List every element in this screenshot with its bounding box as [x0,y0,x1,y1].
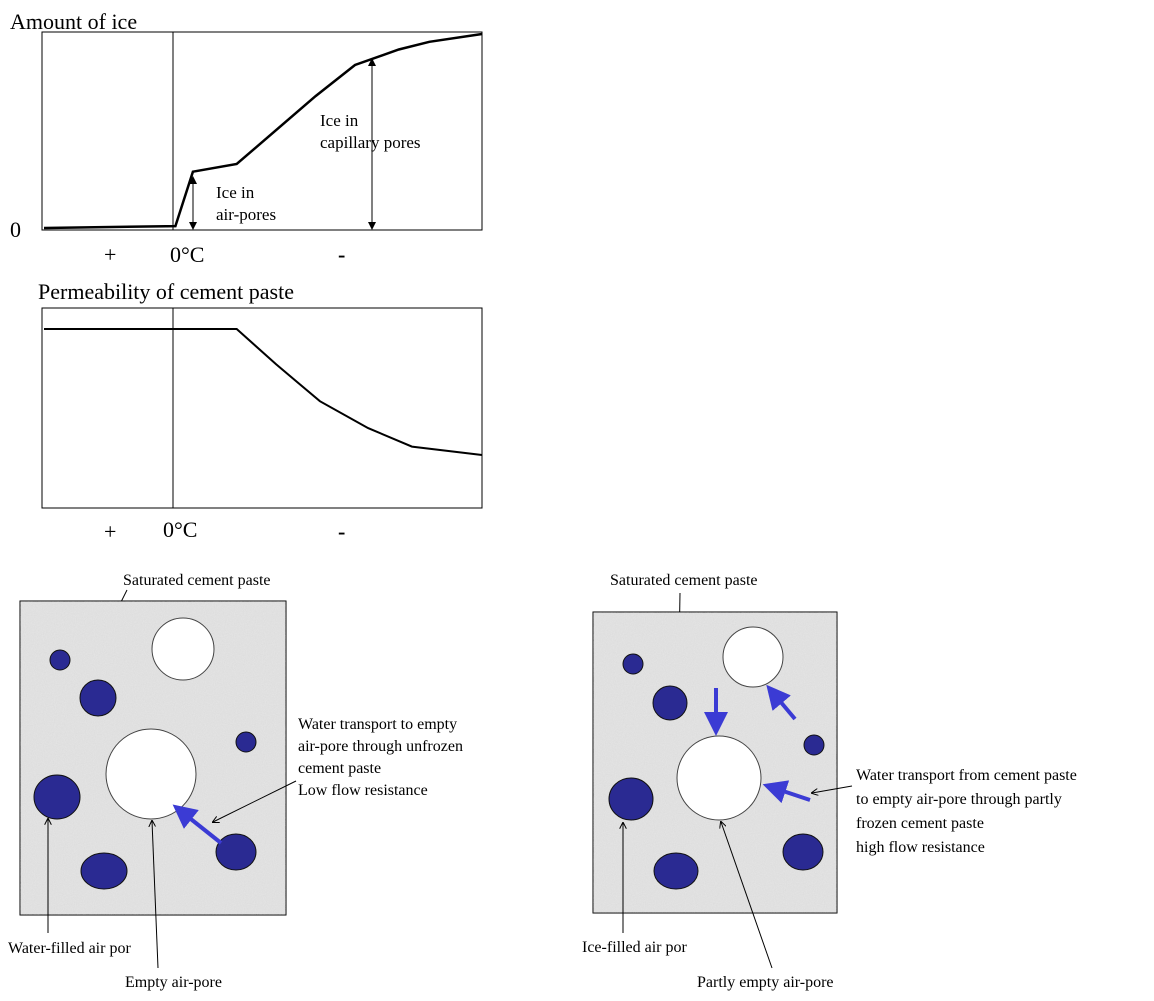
right-top-label: Saturated cement paste [610,572,758,589]
permeability-chart: Permeability of cement paste + 0°C - [38,279,483,544]
air-pore-ice-note-1: Ice in [216,183,255,202]
perm-chart-frame [41,307,483,509]
ice-x-minus: - [338,242,345,267]
right-right-label-1: Water transport from cement paste [856,767,1077,784]
perm-x-minus: - [338,519,345,544]
empty-air-pore-large [105,728,197,820]
left-bottom-left-label: Water-filled air por [8,940,131,957]
ice-filled-pore [653,852,699,890]
partly-empty-air-pore-large [676,735,762,821]
right-right-pointer [812,785,853,793]
partly-empty-air-pore-small [722,626,784,688]
ice-chart-frame [41,31,483,231]
left-right-label-1: Water transport to empty [298,716,457,733]
ice-curve [43,32,483,230]
ice-chart-zero-label: 0 [10,217,21,242]
water-filled-pore [215,833,257,871]
left-right-label-2: air-pore through unfrozen [298,738,463,755]
water-filled-pore [235,731,257,753]
ice-filled-pore [803,734,825,756]
ice-filled-pore [622,653,644,675]
empty-air-pore-small [151,617,215,681]
right-transport-arrow-up [766,684,797,721]
perm-x-plus: + [104,519,116,544]
ice-x-zero: 0°C [170,242,204,267]
left-bottom-label: Empty air-pore [125,974,222,991]
right-right-label-3: frozen cement paste [856,815,984,832]
unfrozen-paste-diagram: Saturated cement paste Water transport t… [8,572,463,991]
left-right-label-4: Low flow resistance [298,782,428,799]
ice-x-plus: + [104,242,116,267]
perm-x-zero: 0°C [163,517,197,542]
water-filled-pore [80,852,128,890]
ice-filled-pore [782,833,824,871]
air-pore-ice-note-2: air-pores [216,205,276,224]
left-water-transport-arrow [172,804,223,845]
right-right-label-4: high flow resistance [856,839,985,856]
left-right-pointer [213,780,297,822]
water-filled-pore [49,649,71,671]
ice-chart-title: Amount of ice [10,9,137,34]
ice-filled-pore [608,777,654,821]
water-filled-pore [79,679,117,717]
right-bottom-label: Partly empty air-pore [697,974,834,991]
water-filled-pore [33,774,81,820]
ice-filled-pore [652,685,688,721]
perm-chart-title: Permeability of cement paste [38,279,294,304]
right-transport-arrow-left [762,780,811,804]
capillary-ice-note-2: capillary pores [320,133,421,152]
permeability-curve [44,328,483,456]
right-bottom-left-label: Ice-filled air por [582,939,688,956]
frozen-paste-diagram: Saturated cement paste Water transport f… [582,572,1077,991]
ice-chart: Amount of ice 0 + 0°C - Ice in air-pores… [10,9,483,267]
right-bottom-pointer [721,822,773,969]
left-bottom-pointer [152,821,159,969]
left-right-label-3: cement paste [298,760,381,777]
right-right-label-2: to empty air-pore through partly [856,791,1062,808]
capillary-ice-note-1: Ice in [320,111,359,130]
left-top-label: Saturated cement paste [123,572,271,589]
